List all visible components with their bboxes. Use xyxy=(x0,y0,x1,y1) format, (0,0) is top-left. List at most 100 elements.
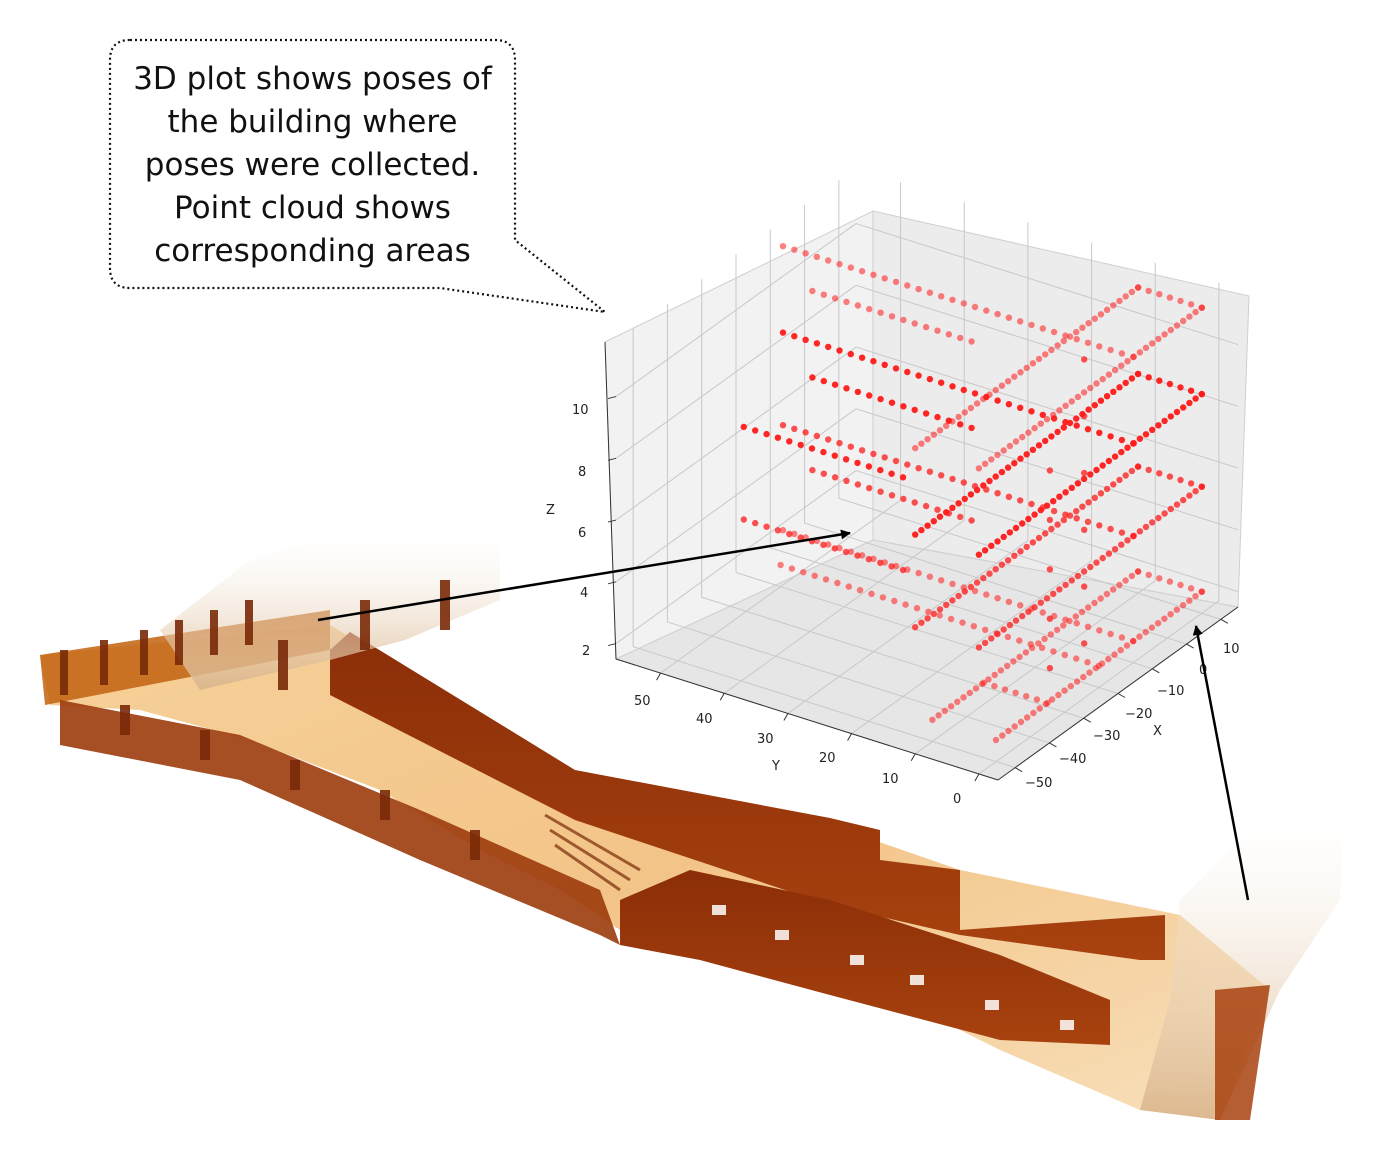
pose-point xyxy=(900,316,907,324)
pose-point xyxy=(1085,320,1092,327)
pose-point xyxy=(1050,507,1058,515)
pose-point xyxy=(809,287,816,295)
x-tick-mark xyxy=(1186,643,1194,649)
pose-point xyxy=(998,468,1006,476)
pose-point xyxy=(992,386,999,394)
pose-point xyxy=(1103,393,1111,400)
y-tick-marks xyxy=(656,672,980,782)
pose-point xyxy=(1046,516,1054,524)
pose-point xyxy=(1097,311,1105,318)
pose-point xyxy=(1005,727,1012,735)
pose-point xyxy=(1128,467,1136,475)
pose-point xyxy=(1073,328,1080,336)
pose-point xyxy=(949,475,956,483)
pose-point xyxy=(811,572,818,579)
pose-point xyxy=(870,358,877,365)
point-cloud-upper-left xyxy=(160,520,500,690)
pose-point xyxy=(1155,335,1162,343)
pose-point xyxy=(1180,496,1187,504)
pose-point xyxy=(1004,557,1012,564)
pose-point xyxy=(1005,401,1013,408)
pose-point xyxy=(825,541,832,548)
y-tick-mark xyxy=(656,672,662,681)
y-tick-label: 30 xyxy=(757,732,774,747)
pose-point xyxy=(911,499,918,506)
pose-point xyxy=(961,588,968,595)
pose-point xyxy=(1046,467,1054,474)
pose-point xyxy=(777,561,784,569)
pose-point xyxy=(1145,571,1152,579)
z-tick-label: 6 xyxy=(578,526,586,541)
pose-point xyxy=(934,327,941,334)
pose-point xyxy=(1022,649,1030,656)
pose-point xyxy=(973,486,981,494)
pose-point xyxy=(980,679,987,686)
pose-point xyxy=(1081,526,1088,533)
pose-point xyxy=(1149,519,1156,526)
pose-point xyxy=(800,569,807,576)
pose-point xyxy=(1073,515,1080,522)
pose-point xyxy=(1006,442,1014,450)
pose-point xyxy=(888,399,896,406)
pose-point xyxy=(1111,546,1119,553)
pose-point xyxy=(968,517,975,524)
pose-point xyxy=(1055,691,1062,699)
pose-point xyxy=(1005,598,1013,605)
pose-point xyxy=(918,526,925,534)
pose-point xyxy=(1186,492,1193,499)
x-tick-mark xyxy=(1152,668,1160,674)
pose-point xyxy=(813,253,821,261)
pose-point xyxy=(854,459,861,467)
pose-point xyxy=(1031,604,1038,611)
pose-point xyxy=(949,418,956,425)
pose-point xyxy=(1156,470,1163,477)
pose-point xyxy=(904,368,911,376)
point-cloud-stairs xyxy=(544,813,641,892)
pose-point xyxy=(1080,673,1087,681)
pose-point xyxy=(1012,689,1019,696)
pose-point xyxy=(1179,602,1187,609)
pose-point xyxy=(1073,422,1080,429)
pose-point xyxy=(1111,453,1119,460)
x-tick-label: −30 xyxy=(1093,729,1120,744)
pose-point xyxy=(825,436,832,443)
arrow-right-to-plot xyxy=(1192,625,1250,901)
pose-point xyxy=(1173,501,1181,508)
pose-point xyxy=(1019,520,1026,527)
pose-point xyxy=(1035,640,1042,647)
pose-point xyxy=(1017,404,1024,411)
pose-point xyxy=(947,703,955,710)
pose-point xyxy=(1096,429,1103,436)
pose-point xyxy=(1006,529,1014,536)
pose-point xyxy=(1084,339,1092,346)
y-tick-mark xyxy=(783,713,789,721)
pose-point xyxy=(929,716,936,723)
pose-point xyxy=(998,382,1006,389)
pose-point xyxy=(960,479,967,486)
pose-point xyxy=(1017,718,1025,726)
pose-point xyxy=(1128,572,1136,580)
pose-point xyxy=(892,365,900,372)
pose-point xyxy=(926,375,934,383)
pose-point xyxy=(992,473,999,480)
pose-point xyxy=(915,285,922,293)
pose-point xyxy=(856,587,864,594)
grid-line xyxy=(660,499,901,674)
z-tick-label: 4 xyxy=(580,586,588,601)
pose-point xyxy=(994,538,1001,545)
pose-point xyxy=(1062,418,1069,426)
pose-point xyxy=(1011,723,1018,730)
pose-point xyxy=(1130,533,1137,540)
z-axis-label: Z xyxy=(546,503,555,518)
pose-point xyxy=(1198,390,1206,398)
pose-point xyxy=(854,388,862,396)
pose-point xyxy=(975,644,983,651)
pose-point xyxy=(1145,287,1152,295)
pose-point xyxy=(858,447,866,454)
pose-point xyxy=(955,592,962,600)
pose-point xyxy=(1118,448,1125,456)
pose-point xyxy=(991,671,998,679)
y-axis-label: Y xyxy=(771,759,780,774)
pose-point xyxy=(1118,350,1126,357)
pose-point xyxy=(930,518,937,525)
